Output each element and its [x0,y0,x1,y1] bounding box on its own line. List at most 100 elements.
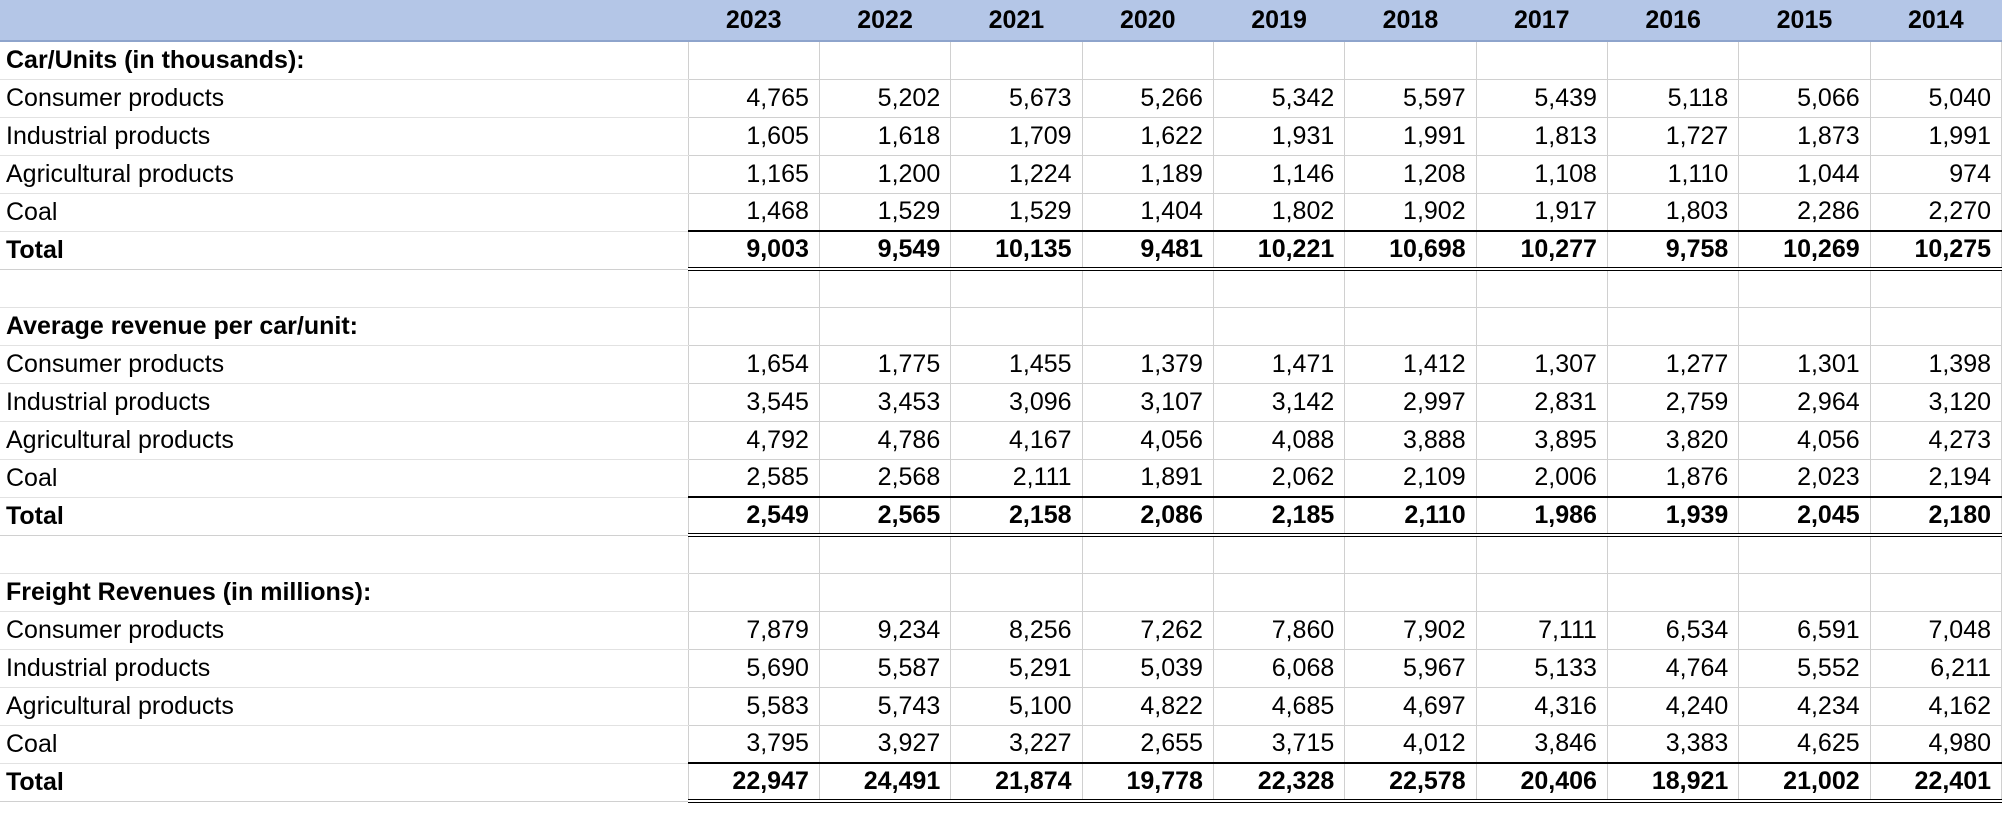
year-header[interactable]: 2022 [819,0,951,42]
empty-cell[interactable] [1212,41,1346,80]
total-value-cell[interactable]: 9,758 [1606,230,1740,271]
empty-cell[interactable] [1344,535,1477,574]
total-value-cell[interactable]: 10,221 [1212,230,1346,271]
total-value-cell[interactable]: 2,565 [818,496,952,537]
empty-cell[interactable] [818,535,952,574]
value-cell[interactable]: 5,066 [1738,79,1871,118]
value-cell[interactable]: 2,759 [1606,383,1740,422]
year-header[interactable]: 2016 [1607,0,1739,42]
value-cell[interactable]: 5,673 [950,79,1083,118]
empty-cell[interactable] [950,307,1083,346]
total-value-cell[interactable]: 10,269 [1738,230,1871,271]
value-cell[interactable]: 1,991 [1344,117,1477,156]
empty-cell[interactable] [1606,269,1740,308]
value-cell[interactable]: 1,471 [1212,345,1346,384]
empty-cell[interactable] [950,573,1083,612]
value-cell[interactable]: 2,997 [1344,383,1477,422]
value-cell[interactable]: 5,040 [1869,79,2002,118]
total-value-cell[interactable]: 19,778 [1081,762,1214,803]
empty-cell[interactable] [687,41,820,80]
section-title-cell[interactable]: Car/Units (in thousands): [0,41,689,80]
empty-cell[interactable] [1081,573,1214,612]
row-label-cell[interactable]: Agricultural products [0,421,689,460]
value-cell[interactable]: 1,873 [1738,117,1871,156]
empty-cell[interactable] [687,535,820,574]
value-cell[interactable]: 1,208 [1344,155,1477,194]
value-cell[interactable]: 4,240 [1606,687,1740,726]
value-cell[interactable]: 5,266 [1081,79,1214,118]
row-label-cell[interactable]: Agricultural products [0,155,689,194]
value-cell[interactable]: 2,194 [1869,459,2002,498]
value-cell[interactable]: 7,860 [1212,611,1346,650]
value-cell[interactable]: 1,165 [687,155,820,194]
value-cell[interactable]: 6,211 [1869,649,2002,688]
value-cell[interactable]: 3,096 [950,383,1083,422]
total-value-cell[interactable]: 2,110 [1344,496,1477,537]
total-value-cell[interactable]: 22,328 [1212,762,1346,803]
empty-cell[interactable] [1606,573,1740,612]
value-cell[interactable]: 1,622 [1081,117,1214,156]
empty-cell[interactable] [1344,573,1477,612]
total-value-cell[interactable]: 22,947 [687,762,820,803]
value-cell[interactable]: 1,277 [1606,345,1740,384]
value-cell[interactable]: 2,270 [1869,193,2002,232]
total-value-cell[interactable]: 18,921 [1606,762,1740,803]
total-value-cell[interactable]: 2,045 [1738,496,1871,537]
empty-cell[interactable] [1738,573,1871,612]
value-cell[interactable]: 1,529 [818,193,952,232]
value-cell[interactable]: 4,822 [1081,687,1214,726]
value-cell[interactable]: 4,316 [1475,687,1608,726]
value-cell[interactable]: 1,189 [1081,155,1214,194]
total-value-cell[interactable]: 10,135 [950,230,1083,271]
empty-cell[interactable] [1081,41,1214,80]
empty-cell[interactable] [950,535,1083,574]
empty-cell[interactable] [1869,269,2002,308]
total-value-cell[interactable]: 10,698 [1344,230,1477,271]
value-cell[interactable]: 1,876 [1606,459,1740,498]
total-value-cell[interactable]: 2,180 [1869,496,2002,537]
value-cell[interactable]: 4,980 [1869,725,2002,764]
year-header[interactable]: 2017 [1476,0,1608,42]
year-header[interactable]: 2021 [950,0,1083,42]
empty-cell[interactable] [1212,573,1346,612]
value-cell[interactable]: 4,234 [1738,687,1871,726]
value-cell[interactable]: 1,044 [1738,155,1871,194]
value-cell[interactable]: 1,468 [687,193,820,232]
total-label-cell[interactable]: Total [0,497,689,536]
total-value-cell[interactable]: 10,277 [1475,230,1608,271]
value-cell[interactable]: 5,587 [818,649,952,688]
value-cell[interactable]: 3,107 [1081,383,1214,422]
value-cell[interactable]: 1,200 [818,155,952,194]
row-label-cell[interactable]: Coal [0,193,689,232]
value-cell[interactable]: 5,118 [1606,79,1740,118]
value-cell[interactable]: 5,967 [1344,649,1477,688]
header-label-cell[interactable] [0,0,689,42]
value-cell[interactable]: 3,846 [1475,725,1608,764]
empty-cell[interactable] [1081,307,1214,346]
value-cell[interactable]: 4,056 [1081,421,1214,460]
value-cell[interactable]: 3,383 [1606,725,1740,764]
value-cell[interactable]: 7,879 [687,611,820,650]
value-cell[interactable]: 1,404 [1081,193,1214,232]
value-cell[interactable]: 2,585 [687,459,820,498]
value-cell[interactable]: 1,110 [1606,155,1740,194]
value-cell[interactable]: 2,964 [1738,383,1871,422]
value-cell[interactable]: 1,455 [950,345,1083,384]
value-cell[interactable]: 3,545 [687,383,820,422]
total-value-cell[interactable]: 20,406 [1475,762,1608,803]
value-cell[interactable]: 5,583 [687,687,820,726]
empty-cell[interactable] [1081,535,1214,574]
total-label-cell[interactable]: Total [0,763,689,802]
value-cell[interactable]: 1,891 [1081,459,1214,498]
value-cell[interactable]: 4,056 [1738,421,1871,460]
value-cell[interactable]: 6,068 [1212,649,1346,688]
total-label-cell[interactable]: Total [0,231,689,270]
value-cell[interactable]: 4,786 [818,421,952,460]
value-cell[interactable]: 2,655 [1081,725,1214,764]
value-cell[interactable]: 4,792 [687,421,820,460]
value-cell[interactable]: 1,917 [1475,193,1608,232]
value-cell[interactable]: 1,709 [950,117,1083,156]
value-cell[interactable]: 5,133 [1475,649,1608,688]
blank-cell[interactable] [0,269,689,308]
value-cell[interactable]: 1,146 [1212,155,1346,194]
